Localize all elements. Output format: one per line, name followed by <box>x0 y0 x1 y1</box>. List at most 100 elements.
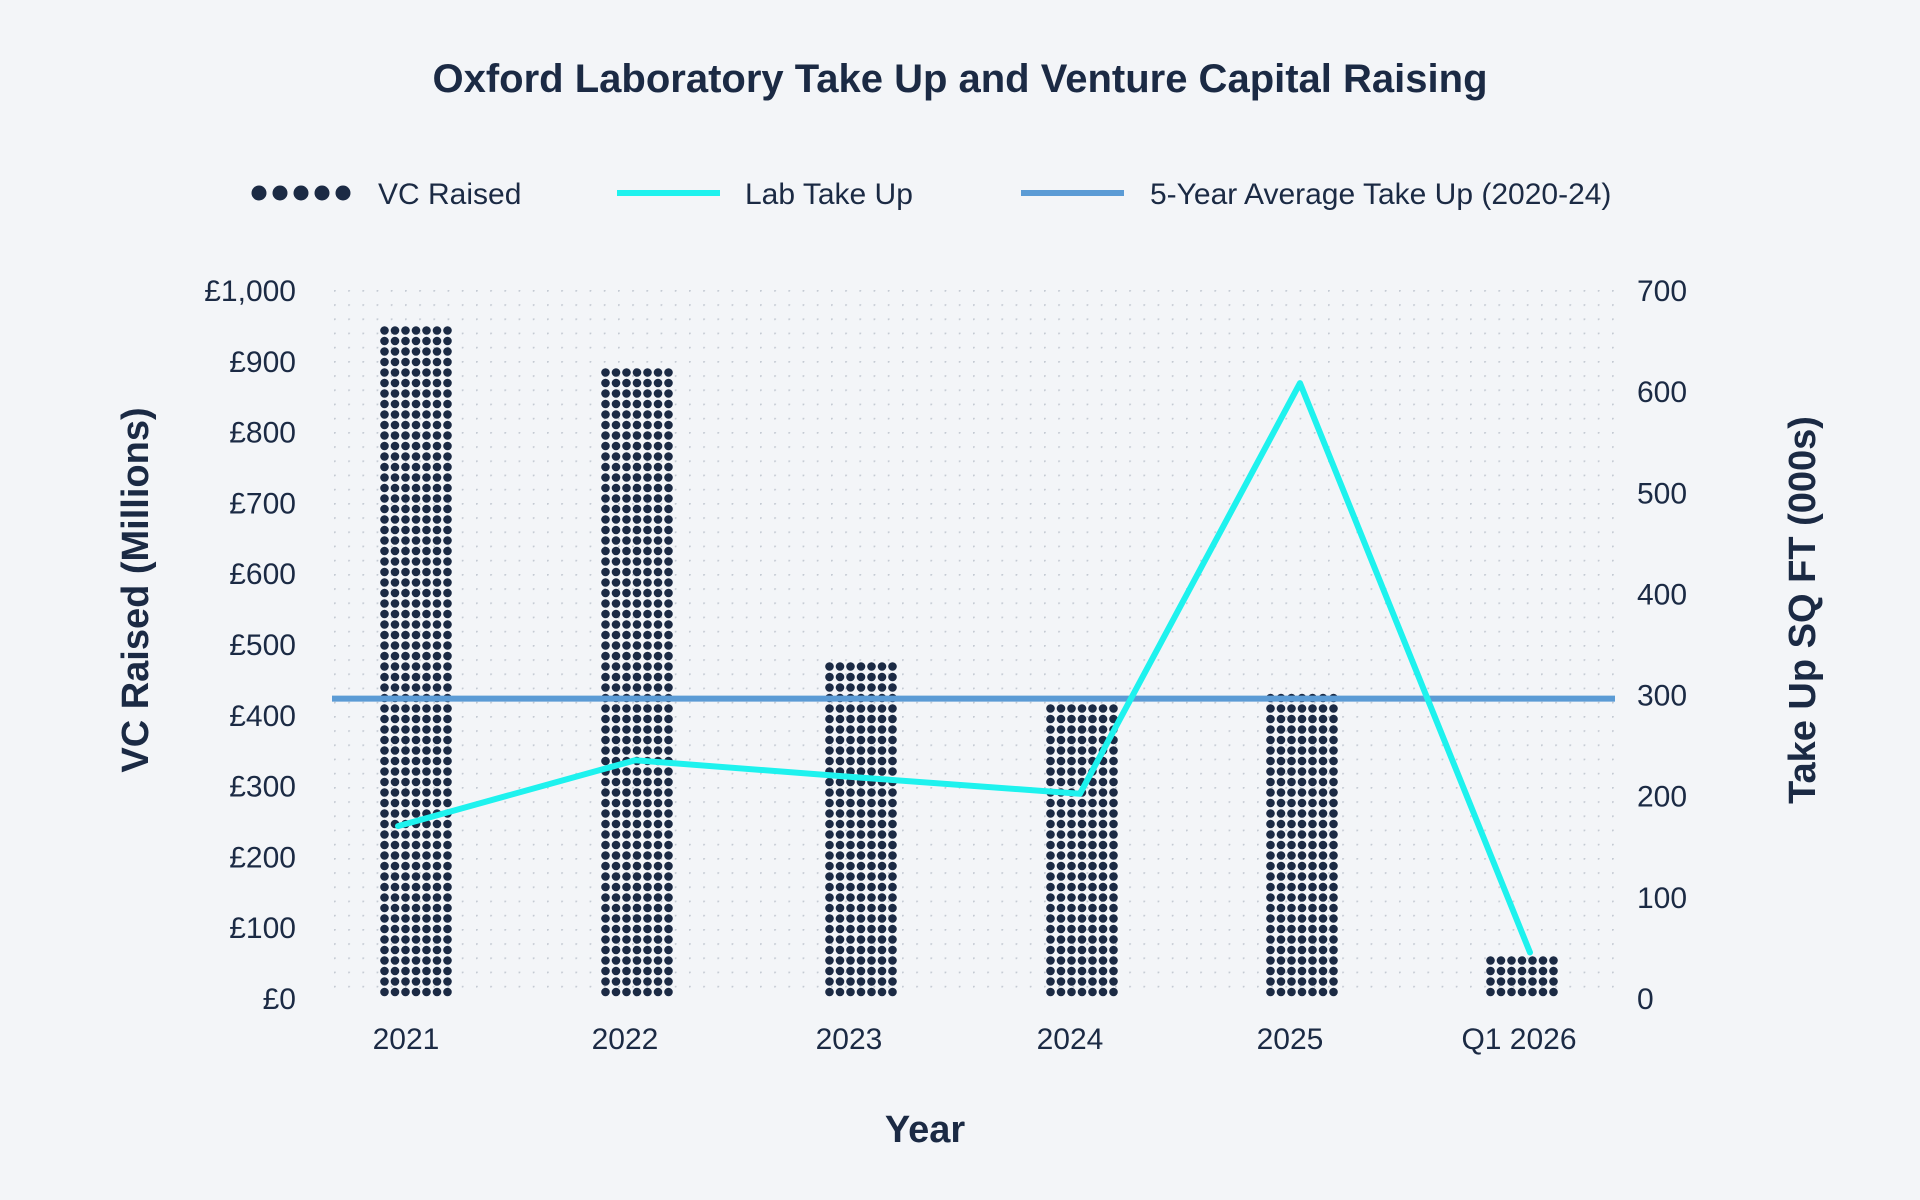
bar-dot <box>443 578 452 587</box>
bar-dot <box>825 893 834 902</box>
bar-dot <box>1046 903 1055 913</box>
bar-dot <box>411 977 421 986</box>
bar-dot <box>1297 714 1307 724</box>
bar-dot <box>1318 725 1328 734</box>
bar-q1-2026[interactable] <box>1486 956 1558 997</box>
left-tick-label: £300 <box>229 771 296 804</box>
bar-dot <box>611 641 621 650</box>
bar-dot <box>856 830 866 839</box>
bar-dot <box>1046 861 1055 871</box>
bar-dot <box>1098 893 1108 902</box>
bar-dot <box>1318 830 1328 839</box>
bar-dot <box>632 672 642 682</box>
bar-dot <box>432 861 442 871</box>
bar-dot <box>1276 777 1286 787</box>
bar-dot <box>611 714 621 724</box>
bar-dot <box>1538 987 1548 997</box>
bar-dot <box>432 399 442 409</box>
bar-dot <box>877 872 887 881</box>
bar-dot <box>1329 861 1338 871</box>
bar-dot <box>1287 798 1296 808</box>
left-tick-label: £100 <box>229 912 296 945</box>
bar-dot <box>601 809 610 818</box>
bar-dot <box>411 588 421 598</box>
bar-2025[interactable] <box>1266 693 1338 997</box>
bar-dot <box>380 683 389 692</box>
bar-dot <box>380 515 389 524</box>
bar-dot <box>390 788 400 797</box>
bar-dot <box>888 830 897 839</box>
bar-dot <box>380 368 389 377</box>
bar-dot <box>1266 819 1275 829</box>
legend-dot <box>272 185 288 201</box>
bar-dot <box>1276 840 1286 850</box>
bar-dot <box>1266 903 1275 913</box>
bar-dot <box>664 840 673 850</box>
bar-dot <box>622 389 631 398</box>
bar-dot <box>643 515 652 524</box>
bar-dot <box>443 599 452 608</box>
bar-dot <box>390 977 400 986</box>
bar-dot <box>632 525 642 535</box>
bar-2022[interactable] <box>601 368 673 997</box>
bar-2023[interactable] <box>825 662 897 997</box>
bar-dot <box>601 662 610 671</box>
bar-dot <box>888 977 897 986</box>
bar-dot <box>443 651 452 661</box>
bar-dot <box>1077 798 1087 808</box>
bar-dot <box>611 956 621 965</box>
bar-dot <box>1318 788 1328 797</box>
legend-item-lab-take-up[interactable]: Lab Take Up <box>617 178 913 211</box>
bar-dot <box>611 725 621 734</box>
bar-dot <box>390 809 400 818</box>
bar-dot <box>432 410 442 419</box>
bar-dot <box>622 504 631 514</box>
bar-dot <box>664 935 673 944</box>
bar-dot <box>622 609 631 619</box>
bar-2021[interactable] <box>380 326 452 997</box>
bar-dot <box>1276 914 1286 923</box>
bar-dot <box>1088 746 1097 755</box>
bar-dot <box>611 966 621 976</box>
bar-dot <box>380 357 389 367</box>
bar-dot <box>422 399 431 409</box>
bar-dot <box>835 956 845 965</box>
bar-dot <box>422 483 431 493</box>
bar-dot <box>611 851 621 860</box>
bar-dot <box>411 630 421 640</box>
bar-dot <box>867 809 876 818</box>
legend-label-vc-raised: VC Raised <box>378 178 521 211</box>
legend-item-average-take-up[interactable]: 5-Year Average Take Up (2020-24) <box>1021 178 1611 211</box>
bar-dot <box>653 599 663 608</box>
bar-dot <box>1287 840 1296 850</box>
bar-dot <box>846 830 855 839</box>
bar-dot <box>1329 735 1338 745</box>
bar-dot <box>390 389 400 398</box>
bar-dot <box>1287 935 1296 944</box>
bar-dot <box>432 641 442 650</box>
bar-dot <box>1109 893 1118 902</box>
bar-dot <box>380 441 389 451</box>
bar-dot <box>1318 882 1328 892</box>
bar-dot <box>846 977 855 986</box>
bar-dot <box>380 599 389 608</box>
bar-dot <box>622 368 631 377</box>
bar-dot <box>390 903 400 913</box>
bar-dot <box>1046 872 1055 881</box>
bar-dot <box>1098 840 1108 850</box>
bar-dot <box>888 767 897 776</box>
bar-dot <box>1287 924 1296 934</box>
legend-item-vc-raised[interactable]: VC Raised <box>251 178 522 211</box>
bar-dot <box>653 924 663 934</box>
bar-dot <box>411 336 421 346</box>
bar-dot <box>390 641 400 650</box>
bar-dot <box>411 725 421 734</box>
bar-dot <box>1067 830 1076 839</box>
bar-dot <box>664 525 673 535</box>
bar-dot <box>867 725 876 734</box>
bar-dot <box>1109 903 1118 913</box>
right-tick-label: 500 <box>1637 477 1687 510</box>
bar-dot <box>443 347 452 356</box>
bar-dot <box>643 546 652 556</box>
bar-dot <box>632 494 642 503</box>
